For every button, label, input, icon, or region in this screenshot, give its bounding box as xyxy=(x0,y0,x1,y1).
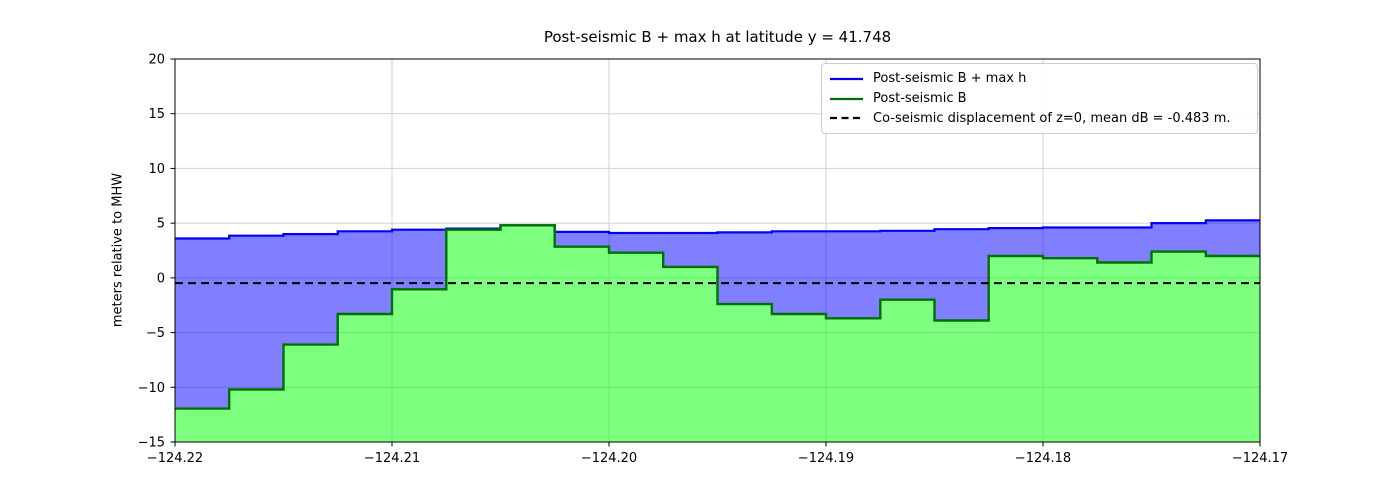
x-tick-label: −124.20 xyxy=(581,451,637,466)
blue-line-swatch-icon xyxy=(830,77,863,80)
axes-border xyxy=(174,58,1261,443)
y-tick-label: 5 xyxy=(157,217,165,232)
legend-item-coseismic: Co-seismic displacement of z=0, mean dB … xyxy=(830,108,1248,128)
chart-title: Post-seismic B + max h at latitude y = 4… xyxy=(543,28,892,46)
series-b-plus-maxh-line xyxy=(175,219,1260,240)
legend-item-b: Post-seismic B xyxy=(830,89,1248,109)
x-tick-label: −124.22 xyxy=(147,451,203,466)
legend-label: Co-seismic displacement of z=0, mean dB … xyxy=(873,110,1231,126)
y-tick-label: 20 xyxy=(148,53,165,68)
y-tick-label: −10 xyxy=(138,381,165,396)
legend-item-b-plus-maxh: Post-seismic B + max h xyxy=(830,69,1248,89)
x-tick-label: −124.19 xyxy=(798,451,854,466)
y-tick-label: 10 xyxy=(148,162,165,177)
y-tick-label: 0 xyxy=(157,271,165,286)
x-tick-label: −124.21 xyxy=(364,451,420,466)
series-b-line xyxy=(175,224,1260,410)
green-line-swatch-icon xyxy=(830,97,863,100)
legend-label: Post-seismic B xyxy=(873,91,967,106)
y-tick-label: 15 xyxy=(148,107,165,122)
legend-label: Post-seismic B + max h xyxy=(873,71,1027,87)
y-tick-label: −5 xyxy=(146,326,165,341)
dashed-line-swatch-icon xyxy=(830,117,863,120)
y-axis-label: meters relative to MHW xyxy=(110,172,126,328)
x-tick-label: −124.17 xyxy=(1232,451,1288,466)
y-tick-label: −15 xyxy=(138,436,165,451)
legend: Post-seismic B + max h Post-seismic B Co… xyxy=(821,63,1258,134)
x-tick-label: −124.18 xyxy=(1015,451,1071,466)
